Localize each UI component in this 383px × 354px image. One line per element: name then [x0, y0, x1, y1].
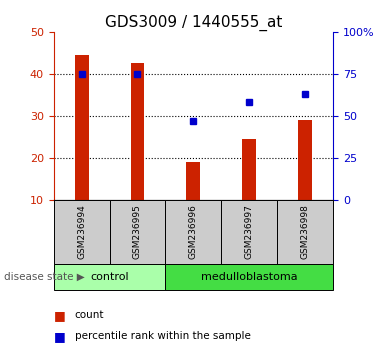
Text: percentile rank within the sample: percentile rank within the sample	[75, 331, 250, 341]
Bar	[165, 264, 333, 290]
Title: GDS3009 / 1440555_at: GDS3009 / 1440555_at	[105, 14, 282, 30]
Bar	[221, 200, 277, 264]
Text: GSM236998: GSM236998	[301, 204, 310, 259]
Bar	[277, 200, 333, 264]
Text: GSM236994: GSM236994	[77, 205, 86, 259]
Bar	[298, 120, 312, 200]
Text: GSM236995: GSM236995	[133, 204, 142, 259]
Bar	[75, 55, 88, 200]
Text: medulloblastoma: medulloblastoma	[201, 272, 298, 282]
Text: ■: ■	[54, 330, 65, 343]
Bar	[131, 63, 144, 200]
Text: disease state ▶: disease state ▶	[4, 272, 85, 282]
Text: GSM236996: GSM236996	[189, 204, 198, 259]
Bar	[242, 139, 256, 200]
Text: GSM236997: GSM236997	[245, 204, 254, 259]
Bar	[54, 264, 165, 290]
Bar	[165, 200, 221, 264]
Text: control: control	[90, 272, 129, 282]
Text: ■: ■	[54, 309, 65, 321]
Bar	[54, 200, 110, 264]
Bar	[110, 200, 165, 264]
Bar	[187, 162, 200, 200]
Text: count: count	[75, 310, 104, 320]
